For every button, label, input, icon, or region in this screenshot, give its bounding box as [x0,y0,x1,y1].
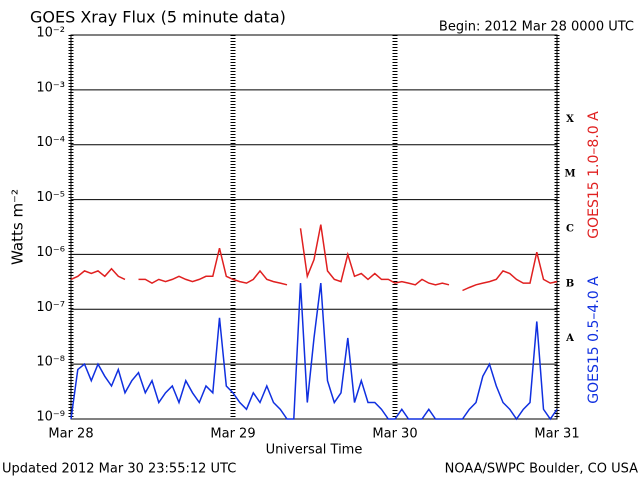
y-tick-label: 10⁻⁸ [36,355,65,370]
flare-class-label: B [566,278,574,289]
chart-title: GOES Xray Flux (5 minute data) [30,8,286,27]
legend-entry: GOES15 0.5–4.0 A [586,276,602,404]
footer-source: NOAA/SWPC Boulder, CO USA [445,462,638,477]
x-tick-label: Mar 31 [534,427,579,442]
plot-frame [70,34,558,420]
y-tick-label: 10⁻⁹ [36,410,65,425]
flare-class-label: C [566,224,574,235]
x-tick-label: Mar 30 [372,427,417,442]
x-tick-label: Mar 28 [48,427,93,442]
y-axis-label: Watts m⁻² [9,189,27,265]
flare-class-label: M [564,169,575,180]
footer-updated: Updated 2012 Mar 30 23:55:12 UTC [2,462,236,477]
y-tick-label: 10⁻³ [36,80,65,95]
y-tick-label: 10⁻⁴ [36,135,65,150]
y-tick-label: 10⁻² [36,26,65,41]
y-tick-label: 10⁻⁷ [36,300,65,315]
y-tick-label: 10⁻⁵ [36,190,65,205]
flare-class-label: X [566,114,574,125]
flare-class-label: A [565,333,574,344]
flux-line [70,224,558,292]
legend-entry: GOES15 1.0–8.0 A [586,111,602,239]
y-tick-label: 10⁻⁶ [36,245,65,260]
x-axis-label: Universal Time [266,443,363,458]
chart-subtitle: Begin: 2012 Mar 28 0000 UTC [439,20,634,35]
x-tick-label: Mar 29 [210,427,255,442]
flux-line [70,283,558,421]
